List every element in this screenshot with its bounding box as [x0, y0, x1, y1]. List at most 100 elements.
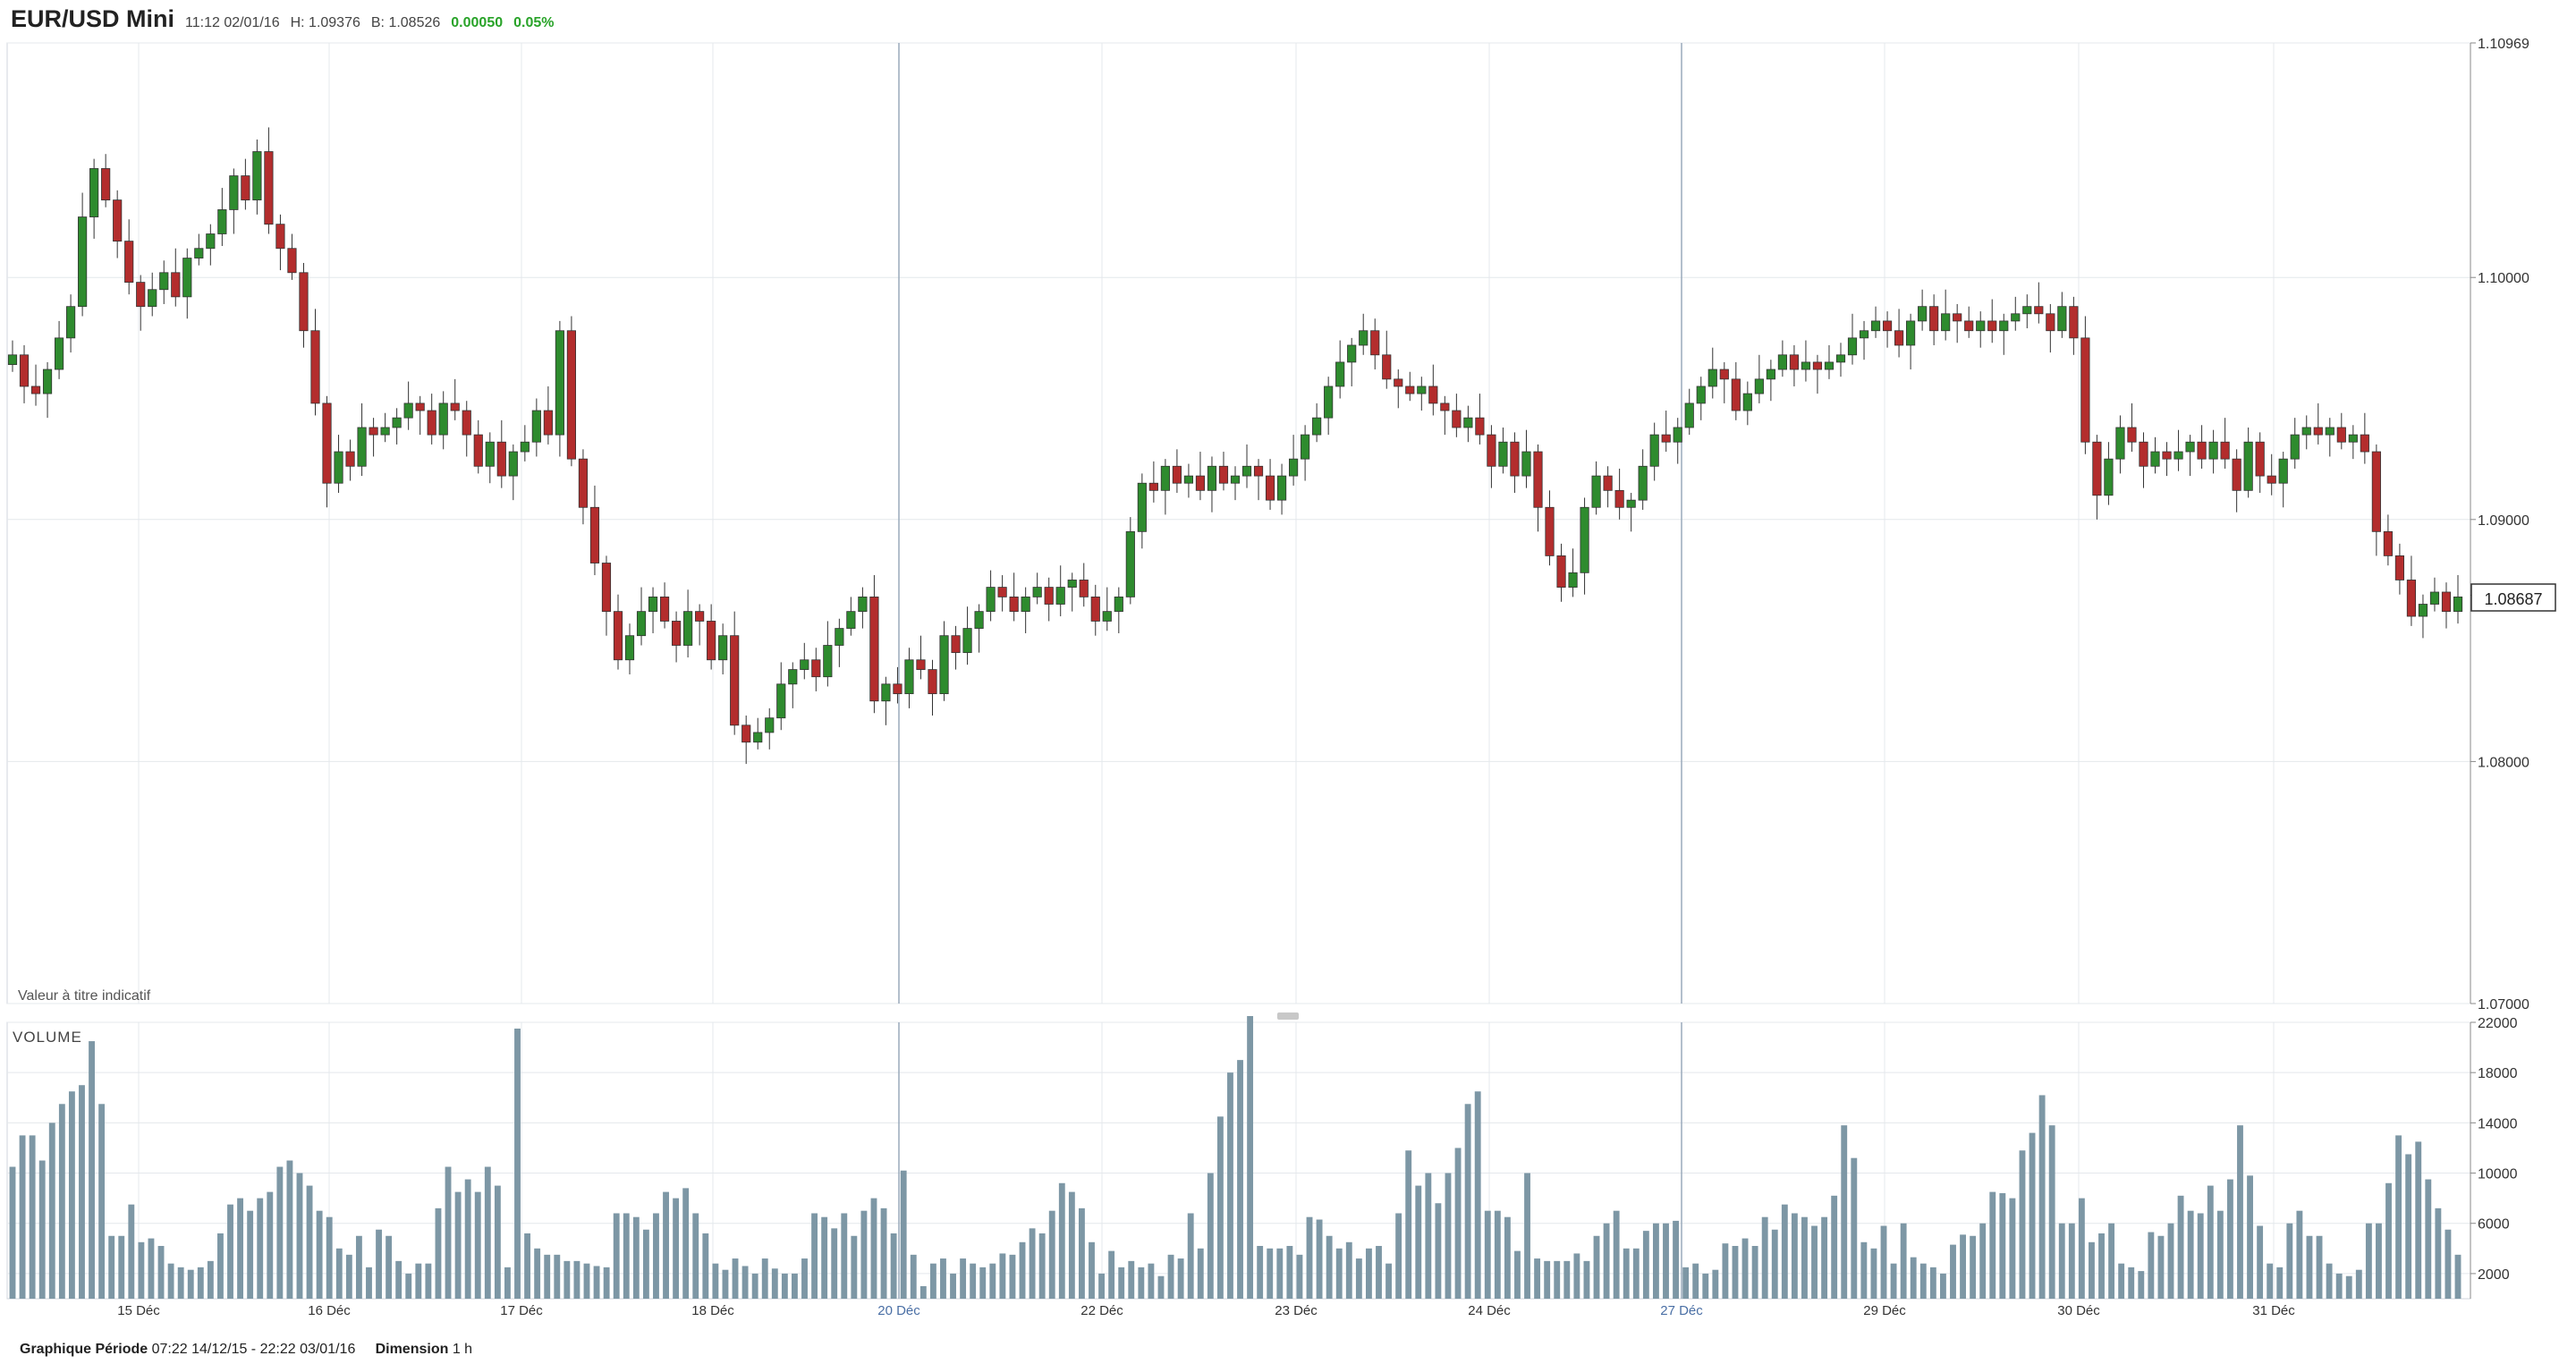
candle	[741, 724, 751, 743]
volume-bar	[58, 1104, 65, 1299]
volume-bar	[1068, 1191, 1075, 1299]
volume-bar	[167, 1263, 174, 1299]
candle	[939, 635, 949, 695]
price-tick-label: 1.10000	[2478, 271, 2529, 286]
candle	[287, 248, 297, 274]
candle	[986, 587, 996, 613]
volume-bar	[732, 1258, 739, 1299]
volume-bar	[2237, 1125, 2243, 1299]
volume-bar	[435, 1207, 442, 1299]
volume-bar	[2098, 1233, 2105, 1299]
volume-bar	[2029, 1132, 2036, 1299]
candle	[1870, 320, 1881, 332]
candle	[310, 330, 320, 404]
volume-bar	[2197, 1213, 2204, 1299]
volume-bar	[38, 1160, 46, 1299]
volume-bar	[514, 1029, 521, 1299]
volume-bar	[1950, 1244, 1956, 1299]
volume-bar	[207, 1260, 214, 1299]
candle	[1183, 475, 1194, 484]
volume-bar	[2089, 1241, 2095, 1299]
volume-bar	[1038, 1233, 1046, 1299]
candle	[1102, 611, 1112, 622]
chart-canvas[interactable]: 1.07000 1.08000 1.09000 1.10000 1.10969 2000…	[0, 0, 2576, 1328]
volume-bar	[1425, 1173, 1432, 1299]
volume-bar	[1405, 1150, 1412, 1299]
candle	[624, 635, 635, 661]
volume-bar	[1108, 1250, 1115, 1299]
volume-bar	[1048, 1210, 1055, 1299]
volume-bar	[1970, 1235, 1977, 1299]
candle	[1673, 427, 1682, 443]
volume-bar	[1454, 1148, 1462, 1299]
volume-bar	[1831, 1195, 1838, 1299]
volume-bar	[1692, 1263, 1699, 1299]
candle	[1591, 475, 1601, 508]
time-tick-label: 16 Déc	[308, 1303, 351, 1318]
volume-bar	[564, 1260, 571, 1299]
volume-bar	[692, 1213, 699, 1299]
candle	[473, 434, 483, 467]
volume-bar	[2019, 1150, 2026, 1299]
candle	[392, 417, 402, 428]
volume-bar	[544, 1254, 551, 1299]
candle	[997, 587, 1007, 597]
volume-bar	[1167, 1254, 1174, 1299]
candle	[1347, 344, 1357, 363]
candle	[1487, 434, 1496, 467]
candle	[217, 209, 227, 234]
volume-bar	[118, 1235, 125, 1299]
volume-bar	[900, 1170, 907, 1299]
candle	[823, 645, 833, 678]
volume-bar	[286, 1160, 293, 1299]
volume-bar	[1890, 1263, 1897, 1299]
volume-bar	[1880, 1225, 1887, 1299]
candle	[1976, 320, 1986, 332]
volume-bar	[1445, 1173, 1452, 1299]
candle	[1545, 506, 1555, 556]
volume-bar	[1286, 1246, 1293, 1299]
volume-bar	[2435, 1207, 2442, 1299]
volume-bar	[1504, 1216, 1511, 1299]
volume-bar	[1960, 1234, 1966, 1299]
volume-bar	[1554, 1260, 1561, 1299]
volume-bar	[623, 1213, 630, 1299]
candle	[380, 427, 390, 436]
candle	[30, 385, 41, 394]
volume-bar	[2128, 1267, 2135, 1299]
volume-bar	[1919, 1263, 1927, 1299]
candle	[2150, 451, 2160, 467]
candle	[730, 635, 740, 726]
candles	[7, 127, 2463, 765]
candle	[659, 596, 670, 622]
volume-bar	[2048, 1125, 2055, 1299]
pane-resize-handle[interactable]	[1277, 1012, 1299, 1020]
volume-bar	[1791, 1213, 1798, 1299]
candle	[1812, 361, 1823, 370]
volume-bar	[2306, 1235, 2313, 1299]
volume-bar	[2078, 1198, 2085, 1299]
candle	[1533, 451, 1543, 508]
volume-bar	[2296, 1210, 2303, 1299]
volume-bar	[761, 1258, 768, 1299]
candle	[2174, 451, 2183, 460]
volume-bar	[1544, 1260, 1551, 1299]
candle	[1929, 306, 1939, 332]
volume-bar	[831, 1228, 838, 1299]
candle	[835, 628, 844, 646]
change-value: 0.00050	[451, 15, 504, 30]
candle	[1195, 475, 1206, 491]
volume-bar	[504, 1267, 511, 1299]
candle	[2232, 458, 2241, 491]
volume-bar	[1138, 1267, 1145, 1299]
candle	[1148, 482, 1158, 491]
candle	[322, 402, 332, 484]
candle	[2301, 427, 2311, 436]
volume-bar	[860, 1210, 868, 1299]
volume-bar	[2257, 1225, 2264, 1299]
volume-bar	[1207, 1173, 1214, 1299]
volume-bar	[1514, 1250, 1521, 1299]
volume-bar	[108, 1235, 115, 1299]
volume-bar	[355, 1235, 362, 1299]
candle	[42, 369, 53, 394]
